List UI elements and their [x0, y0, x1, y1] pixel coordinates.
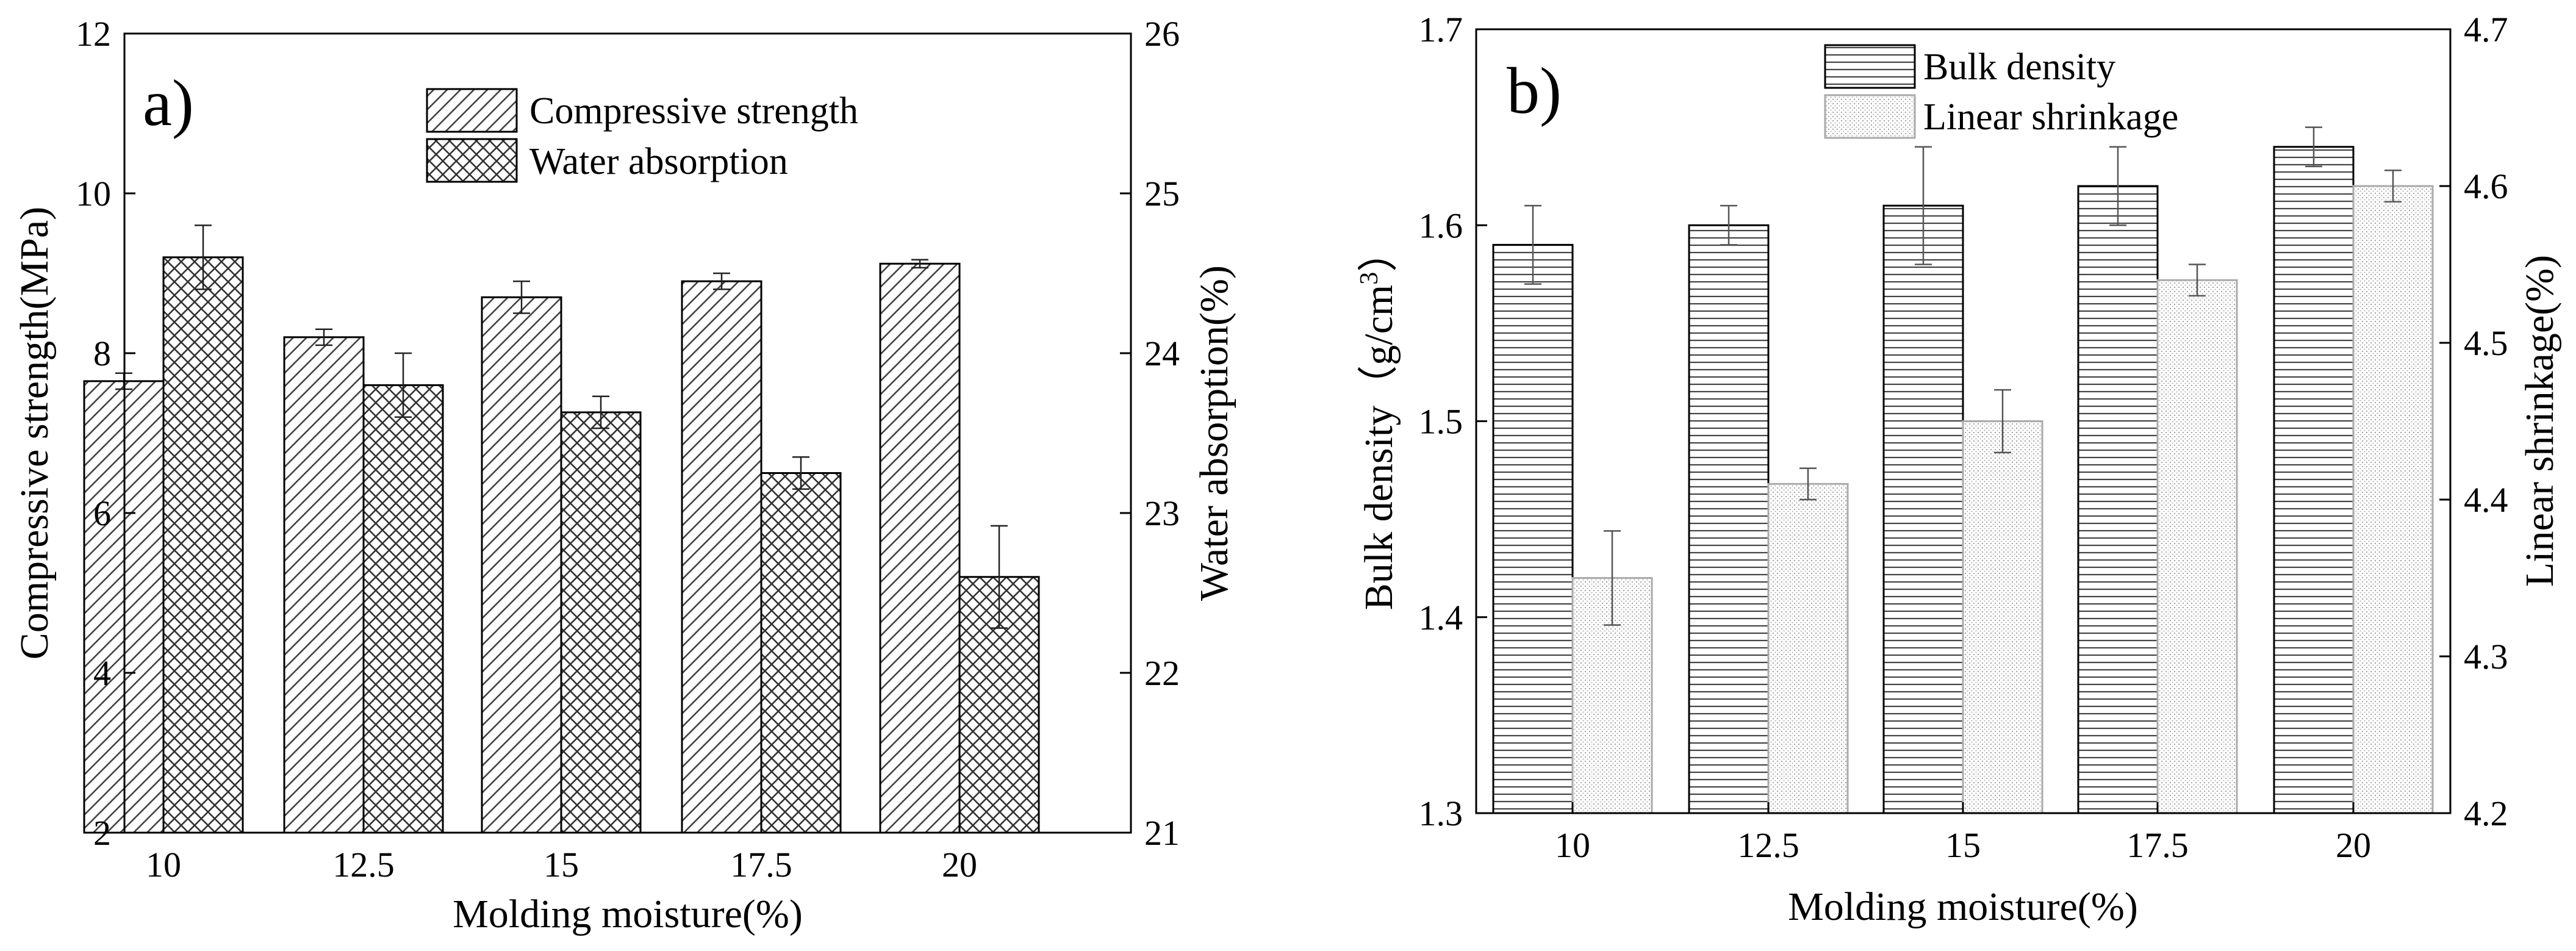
b-xtick-label-0: 10	[1555, 825, 1590, 865]
panel-b-y2-axis-label: Linear shrinkage(%)	[2517, 255, 2562, 587]
b-xtick-label-1: 12.5	[1737, 825, 1799, 865]
b-bar-s0-c1	[1688, 224, 1770, 814]
a-bar-s1-c1	[362, 384, 444, 834]
a-bar-s1-c2	[560, 411, 642, 834]
panel-a-legend: Compressive strength Water absorption	[426, 88, 858, 183]
b-y2tick-label-3: 4.5	[2464, 323, 2508, 363]
a-ytick-label-2: 6	[93, 493, 111, 533]
a-bar-s0-c3	[681, 280, 762, 834]
a-xtick-label-0: 10	[146, 845, 181, 885]
a-bar-s0-c2	[481, 296, 562, 834]
b-ytick-label-1: 1.4	[1419, 598, 1463, 637]
panel-a-legend-swatch-water	[426, 138, 518, 183]
panel-a-bars	[83, 224, 1040, 834]
panel-a-legend-label-compressive: Compressive strength	[529, 90, 858, 132]
a-ytick-label-1: 4	[93, 653, 111, 693]
b-y2tick-label-1: 4.3	[2464, 637, 2508, 676]
b-bar-s0-c4	[2273, 146, 2355, 814]
b-ytick-label-0: 1.3	[1419, 794, 1463, 833]
a-ytick-label-5: 12	[76, 14, 111, 54]
panel-b-y-axis-label-sup: 3	[1355, 272, 1383, 285]
a-y2tick-label-0: 21	[1144, 813, 1180, 853]
b-y2tick-label-2: 4.4	[2464, 480, 2508, 520]
a-bar-s0-c4	[879, 262, 961, 834]
b-y2tick-label-5: 4.7	[2464, 10, 2508, 49]
b-xtick-label-2: 15	[1945, 825, 1981, 865]
a-ytick-label-3: 8	[93, 334, 111, 373]
a-bar-s1-c3	[760, 472, 842, 834]
b-xtick-label-3: 17.5	[2126, 825, 2189, 865]
b-bar-s0-c2	[1882, 204, 1964, 814]
a-xtick-label-1: 12.5	[332, 845, 395, 885]
b-bar-s1-c2	[1962, 420, 2043, 814]
panel-b-label: b)	[1507, 55, 1562, 127]
a-bar-s0-c1	[283, 336, 365, 834]
b-y2tick-label-0: 4.2	[2464, 794, 2508, 833]
panel-a-legend-label-water: Water absorption	[529, 141, 788, 182]
a-y2tick-label-3: 24	[1144, 334, 1180, 373]
panel-b: 1.3 1.4 1.5 1.6 1.7 4.2 4.3 4.4 4.5 4.6 4.7 10 12.5 1…	[1355, 10, 2562, 929]
a-ytick-label-0: 2	[93, 813, 111, 853]
b-ytick-label-3: 1.6	[1419, 206, 1463, 245]
panel-b-plot-frame	[1475, 28, 2452, 814]
a-y2tick-label-2: 23	[1144, 493, 1180, 533]
a-ytick-label-4: 10	[76, 174, 111, 214]
panel-a-y-axis-label: Compressive strength(MPa)	[12, 207, 57, 659]
a-xtick-label-2: 15	[544, 845, 579, 885]
a-bar-s1-c0	[162, 256, 244, 834]
panel-a-x-axis-label: Molding moisture(%)	[453, 892, 803, 936]
panel-a-plot-frame	[123, 32, 1132, 834]
b-ytick-label-2: 1.5	[1419, 402, 1463, 442]
panel-b-ticks: 1.3 1.4 1.5 1.6 1.7 4.2 4.3 4.4 4.5 4.6 4.7 10 12.5 1…	[1419, 10, 2508, 865]
panel-b-y-axis-label-close: ）	[1357, 232, 1401, 272]
a-xtick-label-3: 17.5	[730, 845, 792, 885]
b-bar-s1-c4	[2352, 185, 2434, 814]
b-xtick-label-4: 20	[2336, 825, 2371, 865]
a-y2tick-label-1: 22	[1144, 653, 1180, 693]
a-y2tick-label-5: 26	[1144, 14, 1180, 54]
panel-a-y2-axis-label: Water absorption(%)	[1192, 265, 1236, 601]
panel-b-legend-swatch-shrinkage	[1824, 94, 1916, 139]
b-ytick-label-4: 1.7	[1419, 10, 1463, 49]
panel-b-y-axis-label: Bulk density（g/cm3）	[1355, 232, 1401, 610]
b-bar-s0-c0	[1492, 243, 1574, 814]
b-bar-s1-c3	[2156, 279, 2238, 814]
panel-b-bars	[1492, 126, 2434, 814]
b-y2tick-label-4: 4.6	[2464, 167, 2508, 206]
panel-b-x-axis-label: Molding moisture(%)	[1788, 885, 2138, 929]
panel-a-legend-swatch-compressive	[426, 88, 518, 133]
panel-b-legend-label-shrinkage: Linear shrinkage	[1923, 96, 2178, 138]
panel-b-y-axis-label-main: Bulk density（g/cm	[1357, 285, 1401, 610]
b-bar-s0-c3	[2077, 185, 2159, 814]
a-xtick-label-4: 20	[942, 845, 977, 885]
panel-b-legend-swatch-bulk	[1824, 44, 1916, 89]
b-bar-s1-c1	[1767, 483, 1849, 814]
panel-b-legend: Bulk density Linear shrinkage	[1824, 44, 2178, 139]
a-y2tick-label-4: 25	[1144, 174, 1180, 214]
panel-a-label: a)	[143, 67, 194, 140]
panel-b-legend-label-bulk: Bulk density	[1923, 46, 2115, 88]
